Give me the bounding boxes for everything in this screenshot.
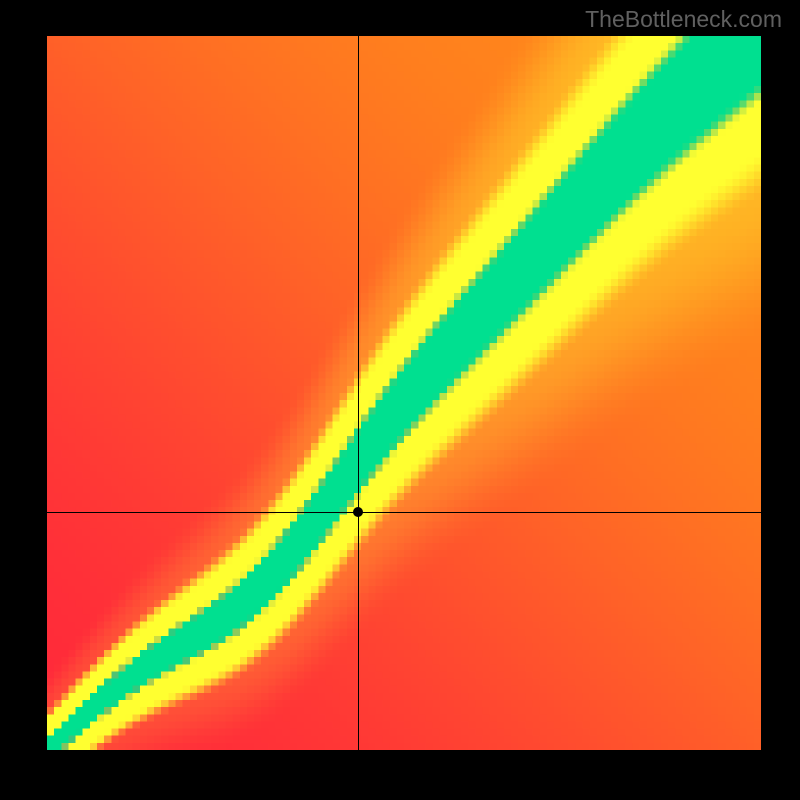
watermark-text: TheBottleneck.com	[585, 6, 782, 33]
crosshair-vertical	[358, 36, 359, 750]
heatmap-plot	[47, 36, 761, 750]
crosshair-horizontal	[47, 512, 761, 513]
heatmap-canvas	[47, 36, 761, 750]
